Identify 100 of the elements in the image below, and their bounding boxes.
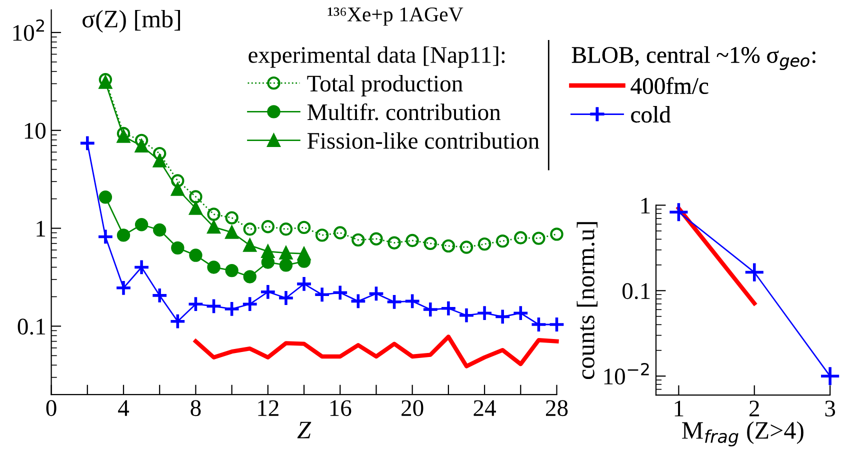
point	[261, 244, 275, 258]
point	[668, 202, 690, 223]
point	[368, 285, 385, 302]
point	[388, 236, 401, 250]
point	[116, 228, 130, 242]
point	[98, 190, 112, 204]
x-axis-title: M$_{frag}$ (Z>4)	[682, 421, 804, 446]
legend-label: Total production	[307, 74, 463, 96]
legend-label: 400fm/c	[630, 77, 708, 94]
point	[478, 237, 492, 251]
point	[189, 202, 202, 215]
y-tick-label: 10$^{−2}$	[604, 362, 649, 384]
point	[261, 220, 275, 234]
point	[550, 228, 564, 241]
y-axis-title: counts [norm.u]	[576, 222, 598, 380]
point	[134, 218, 148, 232]
x-tick-label: 8	[190, 400, 201, 416]
y-tick-label: 10	[24, 122, 46, 139]
point	[514, 231, 528, 244]
point	[98, 73, 112, 86]
point	[187, 296, 204, 312]
point	[494, 308, 511, 326]
point	[278, 290, 294, 306]
point	[512, 304, 529, 322]
point	[134, 134, 148, 148]
point	[532, 232, 546, 245]
x-tick-label: 2	[750, 400, 759, 416]
point	[332, 284, 348, 301]
point	[297, 220, 311, 234]
point	[260, 284, 276, 300]
point	[314, 286, 330, 303]
point	[442, 239, 456, 253]
point	[153, 223, 166, 237]
point	[205, 298, 222, 315]
point	[243, 238, 256, 252]
point	[97, 228, 114, 246]
point	[386, 294, 403, 310]
point	[153, 154, 166, 168]
line-series	[194, 334, 559, 368]
point	[548, 316, 566, 333]
point	[98, 76, 112, 89]
point	[406, 234, 419, 248]
legend-label: Multifr. contribution	[307, 103, 501, 120]
legend-label: cold	[631, 106, 671, 123]
x-axis-title: Z	[297, 422, 312, 438]
point	[460, 240, 474, 254]
point	[223, 300, 240, 318]
y-tick-label: 0.1	[18, 318, 46, 335]
y-tick-label: 1	[36, 220, 46, 236]
text: experimental data [Nap11]:	[248, 46, 505, 68]
point	[530, 316, 548, 333]
point	[279, 246, 293, 260]
point	[440, 300, 457, 317]
point	[225, 226, 238, 239]
x-tick-label: 20	[402, 400, 424, 416]
x-tick-label: 3	[825, 400, 836, 417]
point	[116, 130, 130, 143]
point	[820, 366, 840, 387]
y-tick-label: 0.1	[622, 283, 650, 300]
point	[279, 222, 293, 236]
point	[79, 134, 96, 152]
x-tick-label: 16	[330, 400, 352, 416]
point	[134, 139, 148, 152]
point	[352, 233, 365, 247]
point	[476, 304, 493, 322]
point	[133, 258, 150, 276]
y-tick-label: 1	[641, 198, 650, 214]
point	[334, 226, 347, 240]
point	[242, 296, 258, 312]
point	[151, 287, 168, 304]
point	[422, 301, 439, 318]
text: BLOB, central ~1% σ$_{geo}$:	[572, 46, 816, 70]
point	[458, 307, 475, 324]
x-tick-label: 28	[546, 400, 568, 416]
point	[243, 222, 256, 236]
point	[115, 280, 132, 296]
point	[225, 264, 238, 278]
point	[243, 270, 256, 284]
x-tick-label: 12	[258, 400, 278, 416]
point	[315, 228, 329, 242]
point	[171, 182, 184, 196]
y-axis-title: σ(Z) [mb]	[82, 10, 180, 33]
point	[744, 262, 765, 283]
point	[297, 247, 311, 260]
point	[279, 258, 293, 272]
point	[169, 313, 186, 330]
point	[207, 260, 220, 274]
point	[424, 236, 437, 250]
x-tick-label: 0	[46, 400, 56, 416]
y-tick-label: 10$^{2}$	[13, 19, 44, 41]
point	[350, 292, 367, 310]
x-tick-label: 4	[118, 400, 130, 416]
point	[225, 211, 238, 224]
legend-label: Fission-like contribution	[307, 132, 540, 149]
chart-title: ¹³⁶Xe+p 1AGeV	[328, 7, 464, 26]
point	[296, 276, 312, 292]
point	[496, 234, 510, 248]
point	[404, 292, 421, 310]
point	[370, 232, 383, 246]
point	[189, 190, 202, 204]
